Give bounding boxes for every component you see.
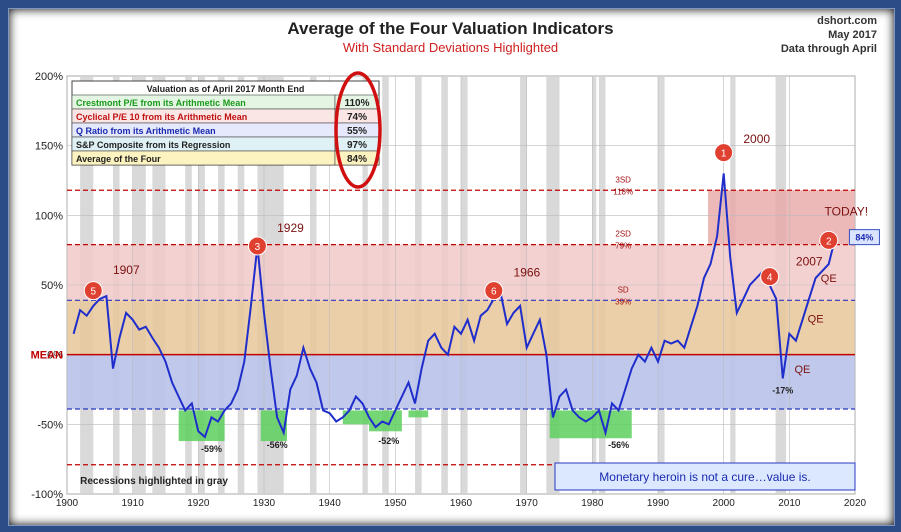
trough-box: [549, 410, 632, 439]
marker-number: 6: [491, 287, 497, 298]
table-header: Valuation as of April 2017 Month End: [147, 84, 305, 94]
x-tick-label: 2000: [713, 498, 736, 509]
y-tick-label: 50%: [41, 280, 63, 292]
date-label: May 2017: [828, 29, 877, 41]
x-tick-label: 1970: [516, 498, 539, 509]
table-row-value: 55%: [347, 126, 367, 137]
trough-box: [408, 410, 429, 418]
marker-number: 2: [826, 236, 832, 247]
callout-text: Monetary heroin is not a cure…value is.: [599, 470, 810, 484]
x-tick-label: 1900: [56, 498, 79, 509]
source-label: dshort.com: [817, 15, 877, 27]
trough-label: -17%: [772, 386, 793, 396]
trough-label: -59%: [201, 444, 222, 454]
table-row-label: Average of the Four: [76, 154, 161, 164]
x-tick-label: 1930: [253, 498, 276, 509]
y-tick-label: 200%: [35, 71, 63, 83]
series-line: [72, 173, 837, 439]
table-row-value: 110%: [344, 98, 369, 109]
trough-label: -56%: [608, 440, 629, 450]
marker-circle: [819, 230, 839, 250]
marker-label: 1929: [277, 221, 304, 235]
sd-value-label: 79%: [615, 242, 631, 251]
sd-label: SD: [618, 285, 629, 294]
current-value-box: [848, 229, 880, 246]
table-row-value: 84%: [347, 154, 367, 165]
table-row-label: S&P Composite from its Regression: [76, 140, 230, 150]
sd-value-label: 39%: [615, 297, 631, 306]
table-row-value: 74%: [347, 112, 367, 123]
marker-number: 4: [767, 273, 773, 284]
trough-label: -56%: [267, 440, 288, 450]
y-tick-label: 150%: [35, 141, 63, 153]
marker-number: 1: [721, 149, 727, 160]
x-tick-label: 1940: [319, 498, 342, 509]
mean-label: MEAN: [31, 350, 63, 362]
table-row-label: Crestmont P/E from its Arithmetic Mean: [76, 98, 246, 108]
sd-label: 3SD: [615, 175, 631, 184]
recession-note: Recessions highlighted in gray: [80, 476, 228, 487]
qe-label: QE: [808, 314, 824, 326]
trough-box: [260, 410, 287, 442]
marker-circle: [247, 236, 267, 256]
marker-label: TODAY!: [825, 204, 869, 218]
marker-label: 2007: [796, 254, 823, 268]
x-tick-label: 1920: [187, 498, 210, 509]
trough-box: [342, 410, 370, 425]
plot-area: 200%150%100%50%0%-50%-100%1900 1910 1920 19…: [31, 71, 880, 509]
marker-number: 3: [255, 242, 261, 253]
sd-value-label: 118%: [613, 187, 633, 196]
x-tick-label: 2010: [778, 498, 801, 509]
marker-label: 1907: [113, 263, 140, 277]
trough-box: [178, 410, 225, 442]
marker-circle: [714, 143, 734, 163]
y-tick-label: -50%: [37, 419, 63, 431]
marker-circle: [760, 267, 780, 287]
highlight-ellipse: [334, 71, 382, 189]
chart-subtitle: With Standard Deviations Highlighted: [342, 40, 559, 55]
current-value-label: 84%: [855, 233, 873, 243]
trough-box: [369, 410, 402, 432]
chart-title: Average of the Four Valuation Indicators: [287, 19, 614, 38]
y-tick-label: 100%: [35, 210, 63, 222]
qe-label: QE: [795, 364, 811, 376]
marker-label: 1966: [514, 266, 541, 280]
table-row-label: Q Ratio from its Arithmetic Mean: [76, 126, 216, 136]
callout-box: [554, 462, 856, 491]
marker-circle: [484, 281, 504, 301]
qe-label: QE: [821, 273, 837, 285]
x-tick-label: 1980: [581, 498, 604, 509]
x-tick-label: 1960: [450, 498, 473, 509]
table-row-label: Cyclical P/E 10 from its Arithmetic Mean: [76, 112, 247, 122]
trough-label: -52%: [378, 436, 399, 446]
y-tick-label: -100%: [31, 489, 63, 501]
x-tick-label: 1910: [122, 498, 145, 509]
x-tick-label: 2020: [844, 498, 867, 509]
table-row-value: 97%: [347, 140, 367, 151]
y-tick-label: 0%: [47, 350, 63, 362]
x-tick-label: 1950: [384, 498, 407, 509]
marker-label: 2000: [743, 132, 770, 146]
marker-circle: [83, 281, 103, 301]
data-through-label: Data through April: [780, 43, 877, 55]
sd-label: 2SD: [615, 230, 631, 239]
x-tick-label: 1990: [647, 498, 670, 509]
marker-number: 5: [90, 287, 96, 298]
